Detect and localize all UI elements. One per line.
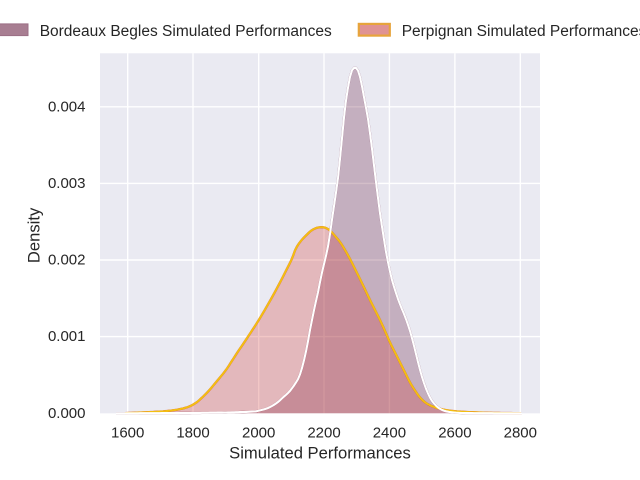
svg-text:Bordeaux Begles Simulated Perf: Bordeaux Begles Simulated Performances [40, 23, 332, 40]
svg-text:2000: 2000 [242, 424, 275, 441]
svg-text:2400: 2400 [373, 424, 406, 441]
svg-text:Perpignan Simulated Performanc: Perpignan Simulated Performances [402, 23, 640, 40]
svg-text:2200: 2200 [307, 424, 340, 441]
svg-text:2600: 2600 [438, 424, 471, 441]
svg-text:1600: 1600 [111, 424, 144, 441]
svg-text:0.004: 0.004 [48, 98, 86, 115]
svg-text:0.003: 0.003 [48, 175, 86, 192]
svg-text:0.001: 0.001 [48, 328, 86, 345]
svg-text:Density: Density [25, 207, 44, 263]
svg-text:Simulated Performances: Simulated Performances [229, 444, 411, 463]
svg-text:2800: 2800 [504, 424, 537, 441]
svg-text:0.000: 0.000 [48, 405, 86, 422]
svg-text:0.002: 0.002 [48, 252, 86, 269]
svg-text:1800: 1800 [176, 424, 209, 441]
